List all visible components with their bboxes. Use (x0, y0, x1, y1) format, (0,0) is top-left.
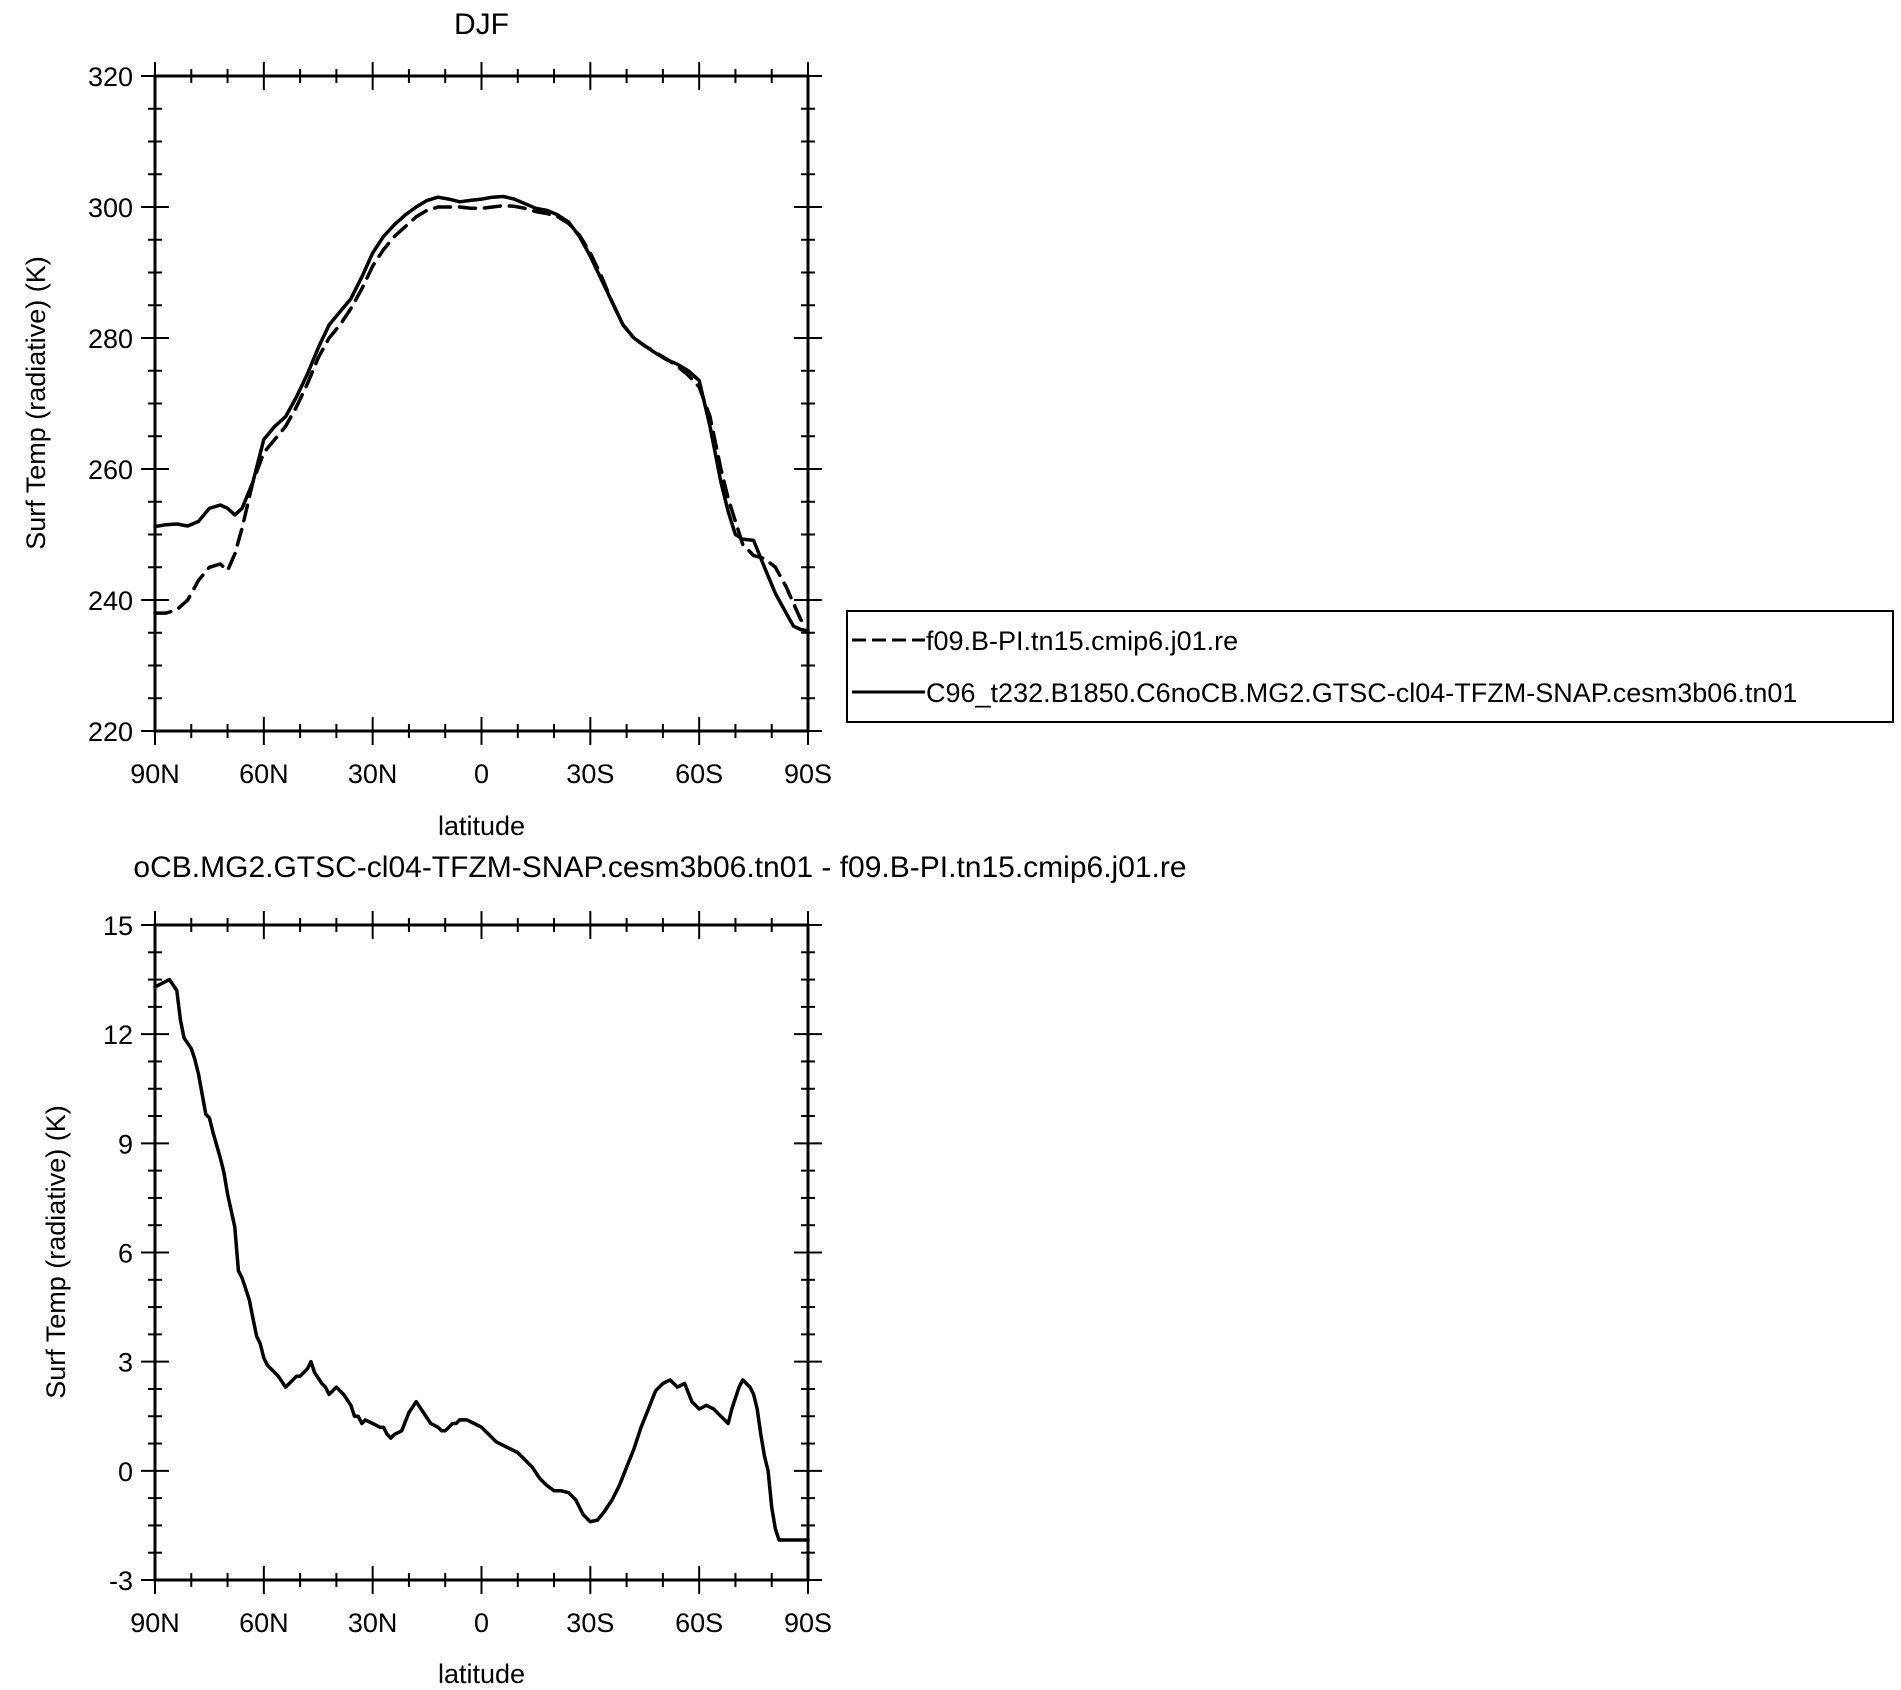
x-tick-label: 0 (474, 1608, 489, 1638)
y-tick-label: 280 (88, 324, 133, 354)
panel-difference: oCB.MG2.GTSC-cl04-TFZM-SNAP.cesm3b06.tn0… (41, 851, 1187, 1689)
y-tick-label: 12 (103, 1020, 133, 1050)
y-tick-label: -3 (109, 1566, 133, 1596)
x-tick-label: 0 (474, 759, 489, 789)
chart-title: DJF (454, 8, 509, 41)
series-line-dashed (153, 203, 810, 628)
series-line-solid (153, 194, 810, 633)
x-tick-label: 90N (130, 1608, 180, 1638)
chart-title-difference: oCB.MG2.GTSC-cl04-TFZM-SNAP.cesm3b06.tn0… (133, 851, 1186, 884)
y-tick-label: 320 (88, 62, 133, 92)
x-axis-label: latitude (438, 811, 525, 841)
x-tick-label: 60N (239, 759, 289, 789)
y-tick-label: 15 (103, 911, 133, 941)
y-tick-labels: 220 240 260 280 300 320 (88, 62, 133, 747)
y-tick-label: 300 (88, 193, 133, 223)
x-tick-label: 30S (566, 1608, 614, 1638)
legend-label-f09: f09.B-PI.tn15.cmip6.j01.re (926, 626, 1238, 656)
y-tick-labels: -3 0 3 6 9 12 15 (103, 911, 133, 1596)
x-tick-labels: 90N 60N 30N 0 30S 60S 90S (130, 759, 832, 789)
plot-frame (153, 923, 810, 1582)
y-tick-label: 260 (88, 455, 133, 485)
x-tick-label: 30N (348, 759, 398, 789)
plot-frame (153, 74, 810, 733)
series-lines (153, 194, 810, 633)
y-tick-label: 240 (88, 586, 133, 616)
tick-marks (141, 911, 822, 1594)
y-tick-label: 3 (118, 1348, 133, 1378)
legend-label-c96: C96_t232.B1850.C6noCB.MG2.GTSC-cl04-TFZM… (926, 678, 1797, 708)
y-tick-label: 6 (118, 1239, 133, 1269)
x-tick-labels: 90N 60N 30N 0 30S 60S 90S (130, 1608, 832, 1638)
legend-box (846, 610, 1894, 723)
x-tick-label: 90S (784, 759, 832, 789)
x-tick-label: 60S (675, 1608, 723, 1638)
series-lines (153, 977, 810, 1542)
x-tick-label: 30N (348, 1608, 398, 1638)
y-tick-label: 0 (118, 1457, 133, 1487)
x-tick-label: 60S (675, 759, 723, 789)
tick-marks (141, 62, 822, 745)
x-tick-label: 90S (784, 1608, 832, 1638)
y-tick-label: 220 (88, 717, 133, 747)
x-tick-label: 90N (130, 759, 180, 789)
y-axis-label: Surf Temp (radiative) (K) (41, 1105, 71, 1399)
series-line-solid (153, 977, 810, 1542)
x-tick-label: 30S (566, 759, 614, 789)
x-tick-label: 60N (239, 1608, 289, 1638)
y-tick-label: 9 (118, 1129, 133, 1159)
legend: f09.B-PI.tn15.cmip6.j01.re C96_t232.B185… (846, 610, 1894, 723)
x-axis-label: latitude (438, 1659, 525, 1689)
y-axis-label: Surf Temp (radiative) (K) (21, 256, 51, 550)
